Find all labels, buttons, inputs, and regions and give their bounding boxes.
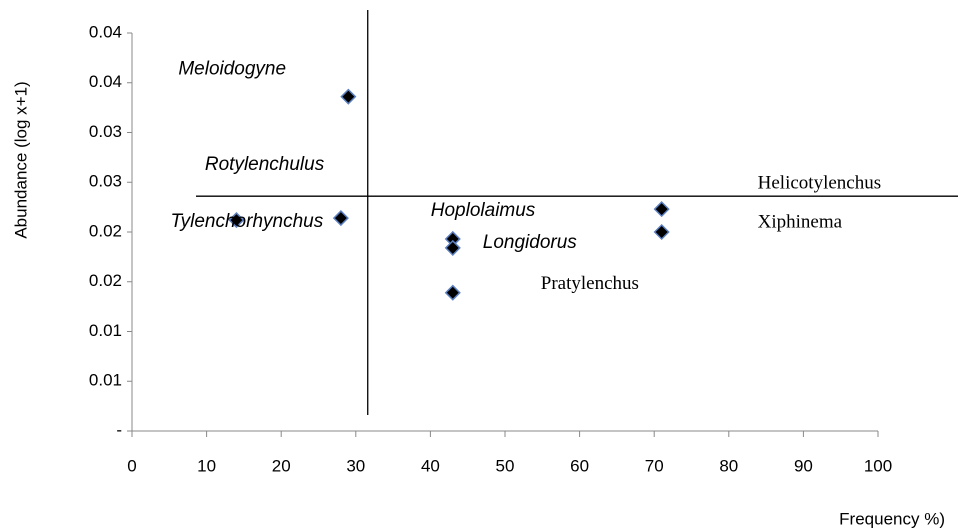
point-label: Pratylenchus xyxy=(541,273,639,294)
point xyxy=(340,88,357,105)
x-tick-label: 50 xyxy=(496,456,515,475)
x-tick-label: 30 xyxy=(346,456,365,475)
y-tick-label: 0.03 xyxy=(89,122,122,141)
x-axis-title: Frequency %) xyxy=(839,509,945,528)
point-label: Rotylenchulus xyxy=(205,154,325,175)
y-tick-label: 0.04 xyxy=(89,72,122,91)
x-tick-label: 80 xyxy=(719,456,738,475)
point xyxy=(653,223,670,241)
point xyxy=(228,211,245,229)
y-axis-title: Abundance (log x+1) xyxy=(11,81,30,238)
y-tick-label: 0.04 xyxy=(89,22,122,41)
point xyxy=(653,201,670,218)
y-tick-label: 0.01 xyxy=(89,371,122,390)
y-tick-label: 0.02 xyxy=(89,271,122,290)
point-label: Hoplolaimus xyxy=(431,200,536,221)
point-label: Xiphinema xyxy=(758,211,843,232)
y-tick-label: 0.03 xyxy=(89,172,122,191)
point xyxy=(444,284,461,301)
point-label: Longidorus xyxy=(483,232,578,253)
x-tick-label: 40 xyxy=(421,456,440,475)
x-tick-label: 90 xyxy=(794,456,813,475)
x-tick-label: 70 xyxy=(645,456,664,475)
point-label: Tylenchorhynchus xyxy=(170,211,323,232)
point xyxy=(332,210,349,227)
y-tick-label: - xyxy=(116,420,122,439)
y-tick-label: 0.02 xyxy=(89,221,122,240)
point-label: Meloidogyne xyxy=(178,59,286,80)
x-tick-label: 60 xyxy=(570,456,589,475)
x-tick-label: 20 xyxy=(272,456,291,475)
x-tick-label: 0 xyxy=(127,456,136,475)
point-label: Helicotylenchus xyxy=(758,172,881,193)
x-tick-label: 100 xyxy=(864,456,892,475)
x-tick-label: 10 xyxy=(197,456,216,475)
y-tick-label: 0.01 xyxy=(89,321,122,340)
point xyxy=(444,239,461,256)
